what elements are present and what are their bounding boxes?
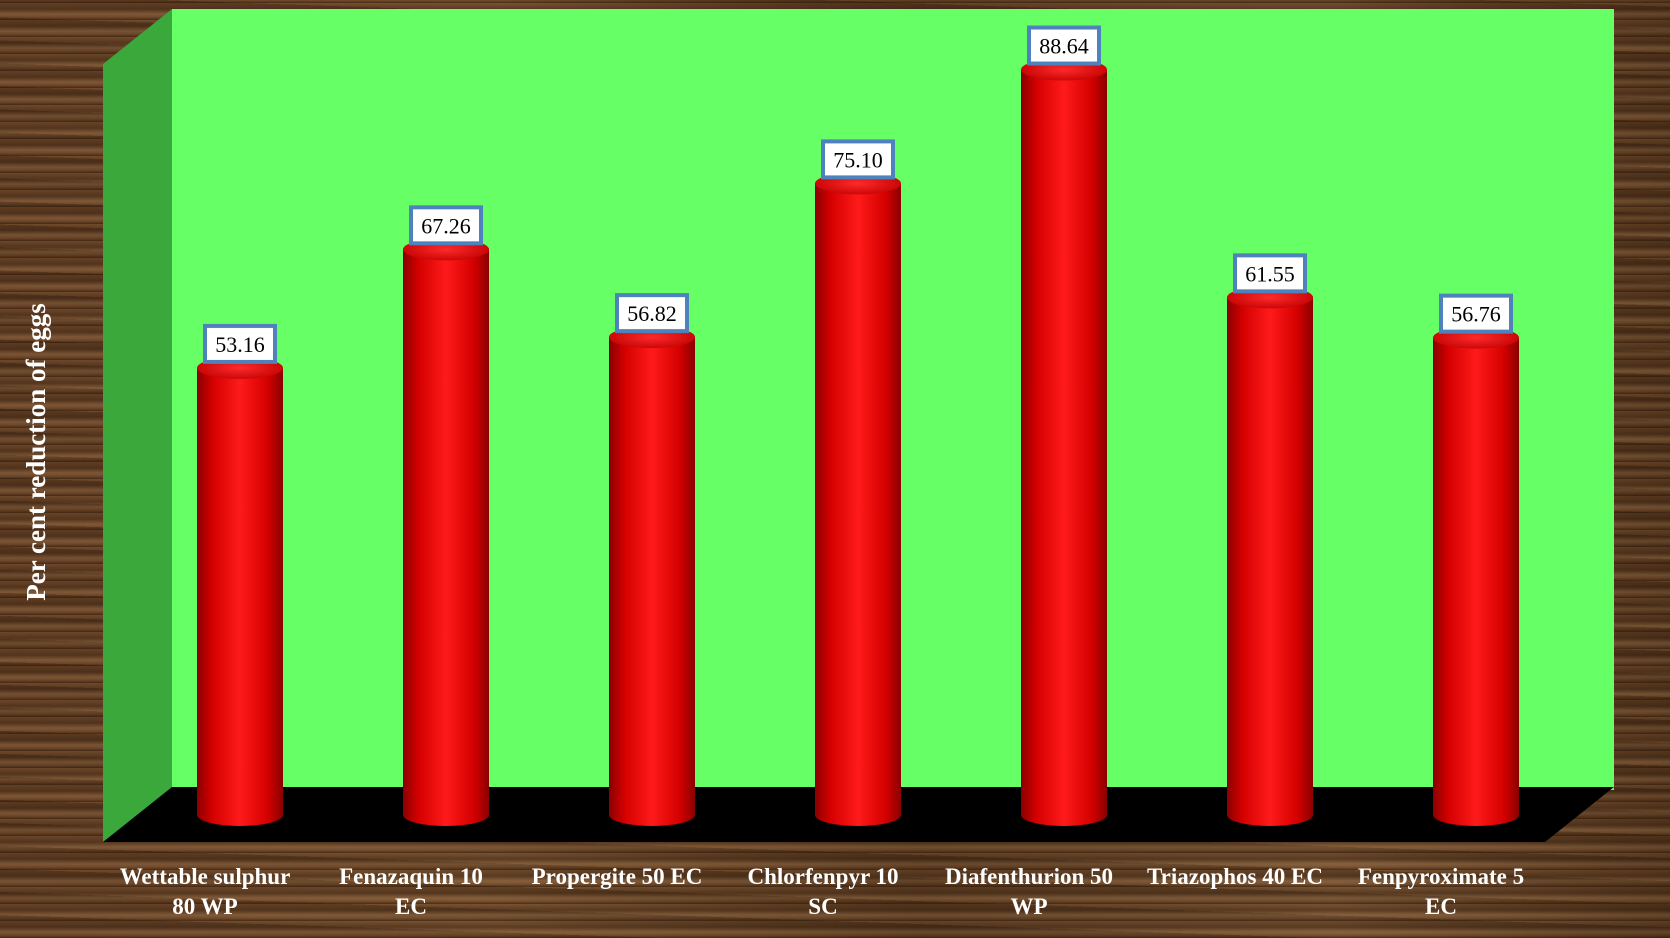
value-label-text: 67.26 xyxy=(421,213,471,238)
category-label-line: 80 WP xyxy=(172,894,237,919)
category-label-5: Triazophos 40 EC xyxy=(1147,864,1323,889)
value-label-box xyxy=(1027,25,1101,66)
bars-group xyxy=(197,58,1519,827)
value-label-1: 67.26 xyxy=(409,205,483,246)
value-label-box xyxy=(821,139,895,180)
value-label-text: 61.55 xyxy=(1245,261,1295,286)
category-label-3: Chlorfenpyr 10 SC xyxy=(748,864,899,919)
bar-1 xyxy=(403,238,489,827)
value-labels-group: 53.16 67.26 56.82 75.10 88.64 61.55 56.76 xyxy=(203,25,1513,364)
category-label-line: Triazophos 40 EC xyxy=(1147,864,1323,889)
value-label-2: 56.82 xyxy=(615,293,689,334)
value-label-box xyxy=(1439,293,1513,334)
category-label-line: Chlorfenpyr 10 xyxy=(748,864,899,889)
category-label-line: Fenpyroximate 5 xyxy=(1358,864,1524,889)
value-label-box xyxy=(1233,253,1307,294)
bar-5 xyxy=(1227,286,1313,826)
category-label-line: EC xyxy=(395,894,427,919)
category-label-line: WP xyxy=(1010,894,1047,919)
value-label-box xyxy=(409,205,483,246)
bar-0 xyxy=(197,356,283,826)
bar-body xyxy=(609,337,695,826)
category-label-line: SC xyxy=(808,894,837,919)
value-label-5: 61.55 xyxy=(1233,253,1307,294)
value-label-text: 56.76 xyxy=(1451,302,1501,327)
category-label-line: EC xyxy=(1425,894,1457,919)
value-label-box xyxy=(615,293,689,334)
bar-body xyxy=(815,183,901,826)
category-label-line: Diafenthurion 50 xyxy=(945,864,1113,889)
value-label-text: 75.10 xyxy=(833,147,883,172)
value-label-box xyxy=(203,323,277,364)
bar-2 xyxy=(609,326,695,826)
value-label-text: 88.64 xyxy=(1039,34,1089,59)
bar-body xyxy=(1021,69,1107,826)
y-axis-label: Per cent reduction of eggs xyxy=(21,303,51,600)
category-label-line: Propergite 50 EC xyxy=(532,864,703,889)
category-label-4: Diafenthurion 50 WP xyxy=(945,864,1113,919)
value-label-6: 56.76 xyxy=(1439,293,1513,334)
category-label-0: Wettable sulphur 80 WP xyxy=(120,864,291,919)
category-label-1: Fenazaquin 10 EC xyxy=(339,864,483,919)
bar-4 xyxy=(1021,58,1107,826)
bar-body xyxy=(197,367,283,826)
category-label-line: Wettable sulphur xyxy=(120,864,291,889)
value-label-4: 88.64 xyxy=(1027,25,1101,66)
category-labels-group: Wettable sulphur 80 WP Fenazaquin 10 EC Prop… xyxy=(120,864,1524,919)
bar-3 xyxy=(815,172,901,826)
value-label-text: 56.82 xyxy=(627,301,677,326)
bar-6 xyxy=(1433,326,1519,826)
value-label-3: 75.10 xyxy=(821,139,895,180)
bar-body xyxy=(1433,337,1519,826)
category-label-line: Fenazaquin 10 xyxy=(339,864,483,889)
category-label-6: Fenpyroximate 5 EC xyxy=(1358,864,1524,919)
category-label-2: Propergite 50 EC xyxy=(532,864,703,889)
bar-body xyxy=(403,249,489,827)
value-label-text: 53.16 xyxy=(215,332,265,357)
value-label-0: 53.16 xyxy=(203,323,277,364)
chart-side-wall xyxy=(103,9,172,842)
bar-body xyxy=(1227,297,1313,826)
